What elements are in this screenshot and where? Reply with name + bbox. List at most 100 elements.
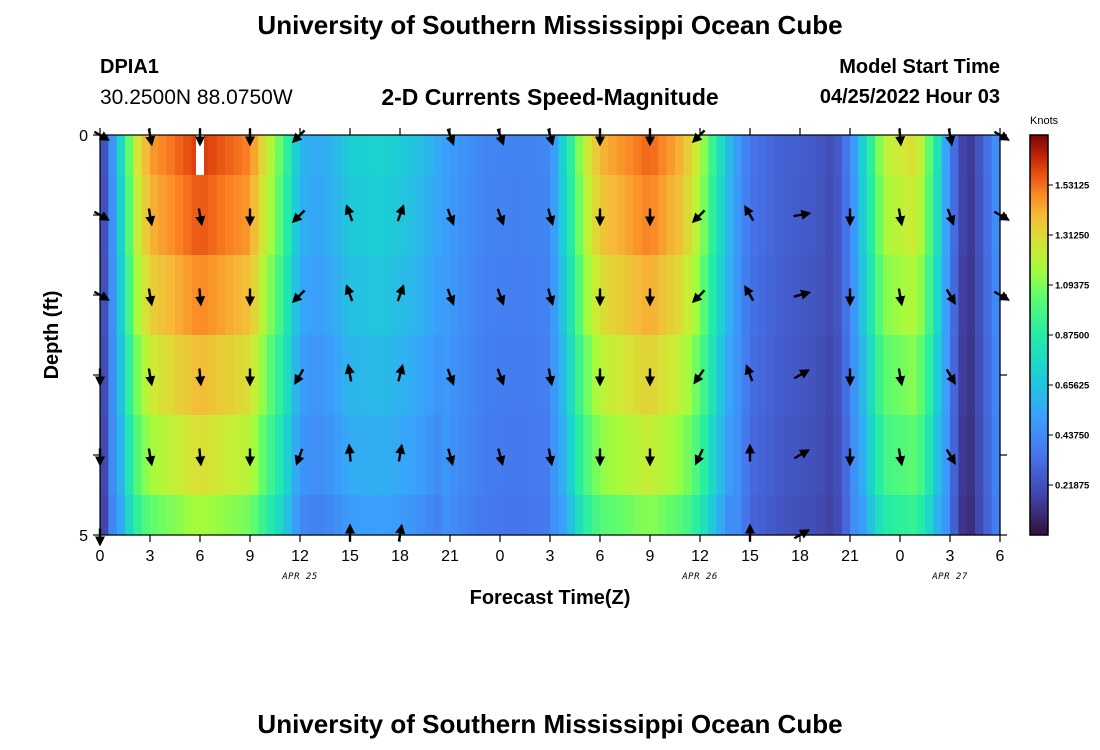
heatmap-cell <box>225 175 234 256</box>
heatmap-cell <box>383 495 393 536</box>
heatmap-cell <box>800 135 809 176</box>
heatmap-cell <box>766 175 776 256</box>
heatmap-cell <box>875 175 884 256</box>
heatmap-cell <box>850 335 859 416</box>
heatmap-cell <box>275 255 284 336</box>
heatmap-cell <box>375 495 384 536</box>
heatmap-cell <box>566 335 576 416</box>
heatmap-cell <box>916 415 926 496</box>
heatmap-cell <box>925 175 934 256</box>
heatmap-cell <box>375 255 384 336</box>
heatmap-cell <box>883 175 893 256</box>
heatmap-cell <box>500 135 509 176</box>
x-tick-label: 0 <box>96 548 105 565</box>
heatmap-cell <box>575 335 584 416</box>
heatmap-cell <box>191 415 201 496</box>
current-arrow <box>545 288 556 307</box>
heatmap-cell <box>583 495 593 536</box>
heatmap-cell <box>425 135 434 176</box>
page-title-repeat: University of Southern Mississippi Ocean… <box>257 709 843 739</box>
heatmap-cell <box>891 135 901 176</box>
heatmap-cell <box>708 415 718 496</box>
current-arrow <box>291 289 306 304</box>
heatmap-cell <box>616 335 626 416</box>
heatmap-cell <box>533 135 543 176</box>
heatmap-cell <box>991 415 1001 496</box>
heatmap-cell <box>508 415 518 496</box>
heatmap-cell <box>225 135 234 176</box>
heatmap-cell <box>150 415 159 496</box>
current-arrow <box>691 289 706 304</box>
heatmap-cell <box>900 135 909 176</box>
heatmap-cell <box>416 335 426 416</box>
heatmap-cell <box>591 415 601 496</box>
heatmap-cell <box>858 135 868 176</box>
heatmap-cell <box>350 495 359 536</box>
heatmap-cell <box>458 255 468 336</box>
heatmap-cell <box>383 135 393 176</box>
current-arrow <box>445 208 456 226</box>
current-arrow <box>195 288 206 307</box>
heatmap-cell <box>566 415 576 496</box>
heatmap-cell <box>983 255 993 336</box>
heatmap-cell <box>416 135 426 176</box>
heatmap-cell <box>316 415 326 496</box>
heatmap-cell <box>408 335 418 416</box>
heatmap-cell <box>316 135 326 176</box>
heatmap-cell <box>233 495 243 536</box>
heatmap-cell <box>483 255 493 336</box>
heatmap-cell <box>583 255 593 336</box>
heatmap-cell <box>775 415 784 496</box>
heatmap-cell <box>758 335 768 416</box>
heatmap-cell <box>250 175 259 256</box>
heatmap-cell <box>925 495 934 536</box>
heatmap-cell <box>700 175 709 256</box>
heatmap-cell <box>300 415 309 496</box>
heatmap-cell <box>133 255 143 336</box>
heatmap-cell <box>641 415 651 496</box>
heatmap-cell <box>841 415 851 496</box>
heatmap-cell <box>241 335 251 416</box>
heatmap-cell <box>158 135 168 176</box>
heatmap-cell <box>208 415 218 496</box>
heatmap-cell <box>525 175 534 256</box>
heatmap-cell <box>666 135 676 176</box>
heatmap-cell <box>250 335 259 416</box>
heatmap-cell <box>650 175 659 256</box>
heatmap-cell <box>425 335 434 416</box>
heatmap-cell <box>466 495 476 536</box>
heatmap-cell <box>108 415 118 496</box>
current-arrow <box>145 208 156 227</box>
heatmap-cell <box>891 335 901 416</box>
current-arrow <box>895 448 906 467</box>
heatmap-cell <box>575 415 584 496</box>
heatmap-cell <box>891 415 901 496</box>
heatmap-cell <box>516 175 526 256</box>
heatmap-cell <box>433 255 443 336</box>
current-arrow <box>145 288 156 307</box>
current-arrow <box>395 363 406 382</box>
heatmap-cell <box>525 135 534 176</box>
heatmap-cell <box>658 175 668 256</box>
heatmap-cell <box>158 255 168 336</box>
heatmap-cell <box>958 175 968 256</box>
y-axis-label: Depth (ft) <box>41 291 63 380</box>
heatmap-cell <box>333 255 343 336</box>
heatmap-cell <box>958 495 968 536</box>
heatmap-cell <box>300 135 309 176</box>
heatmap-cell <box>366 175 376 256</box>
heatmap-cell <box>425 175 434 256</box>
heatmap-cell <box>716 175 726 256</box>
heatmap-cell <box>900 495 909 536</box>
heatmap-cell <box>158 335 168 416</box>
heatmap-cell <box>750 495 759 536</box>
heatmap-cell <box>666 335 676 416</box>
heatmap-cell <box>716 335 726 416</box>
missing-data-cell <box>196 135 204 175</box>
heatmap-cell <box>866 495 876 536</box>
heatmap-cell <box>841 175 851 256</box>
heatmap-cell <box>400 135 409 176</box>
heatmap-cell <box>241 415 251 496</box>
heatmap-cell <box>216 175 226 256</box>
